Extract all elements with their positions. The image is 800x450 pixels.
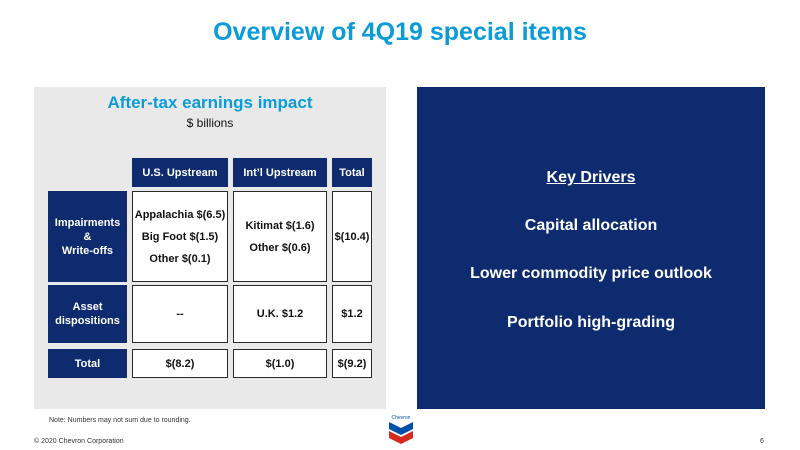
column-header-total: Total [332,158,372,187]
total-dispositions-cell: $1.2 [332,285,372,343]
row-label-line: Write-offs [61,244,114,257]
table-cell-text: Other $(0.6) [249,241,311,254]
total-impairments-cell: $(10.4) [332,191,372,282]
panel-heading: After-tax earnings impact [107,93,313,112]
table-cell-text: Appalachia $(6.5) [134,208,226,221]
logo-chevron-top [389,422,413,435]
table-cell-text: Other $(0.1) [149,252,211,265]
table-cell-text: Big Foot $(1.5) [141,230,219,243]
rounding-note: Note: Numbers may not sum due to roundin… [49,417,191,424]
logo-wordmark: Chevron [392,415,411,421]
row-label-line: & [83,230,92,243]
row-label-impairments: Impairments & Write-offs [48,191,127,282]
intl-upstream-impairments-cell: Kitimat $(1.6) Other $(0.6) [233,191,327,282]
table-cell-text: Kitimat $(1.6) [245,219,315,232]
page-number: 6 [760,438,764,445]
row-label-total: Total [48,349,127,378]
column-header-us-upstream: U.S. Upstream [132,158,228,187]
driver-item: Capital allocation [524,217,658,234]
row-label-line: Asset [72,301,103,313]
logo-chevron-bottom [389,431,413,444]
grand-total-cell: $(9.2) [332,349,372,378]
slide-title: Overview of 4Q19 special items [213,18,587,46]
panel-units: $ billions [186,116,234,130]
column-header-intl-upstream: Int’l Upstream [233,158,327,187]
driver-item: Lower commodity price outlook [470,265,712,282]
us-upstream-impairments-cell: Appalachia $(6.5) Big Foot $(1.5) Other … [132,191,228,282]
driver-item: Portfolio high-grading [507,314,675,331]
chevron-logo: Chevron [389,415,413,444]
key-drivers-heading: Key Drivers [546,169,636,186]
us-upstream-total-cell: $(8.2) [132,349,228,378]
earnings-impact-panel: After-tax earnings impact $ billions U.S… [34,87,386,409]
us-upstream-dispositions-cell: -- [132,285,228,343]
intl-upstream-total-cell: $(1.0) [233,349,327,378]
intl-upstream-dispositions-cell: U.K. $1.2 [233,285,327,343]
row-label-line: Impairments [54,216,121,229]
copyright: © 2020 Chevron Corporation [34,438,124,445]
key-drivers-panel: Key Drivers Capital allocation Lower com… [417,87,765,409]
row-label-asset-dispositions: Asset dispositions [48,285,127,343]
row-label-line: dispositions [55,315,120,327]
